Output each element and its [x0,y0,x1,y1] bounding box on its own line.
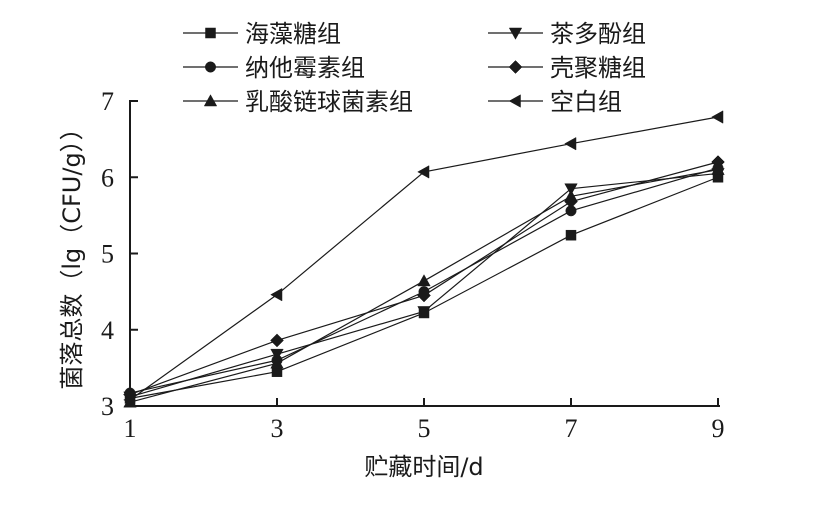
data-point [565,229,577,241]
data-point [711,110,724,124]
data-point [270,288,283,302]
legend-item: 纳他霉素组 [183,54,365,82]
legend-label: 乳酸链球菌素组 [245,88,413,116]
y-tick-label: 6 [101,163,114,192]
data-point [564,183,578,196]
legend-item: 茶多酚组 [488,20,646,48]
legend-label: 海藻糖组 [245,20,341,48]
plot-area [123,110,725,408]
legend-item: 壳聚糖组 [488,54,646,82]
data-point [417,306,431,319]
series-6 [123,110,724,407]
series-line [129,116,719,401]
axes [129,100,720,407]
data-point [417,288,431,303]
legend-label: 壳聚糖组 [550,54,646,82]
x-tick-label: 9 [712,414,725,443]
legend-item: 乳酸链球菌素组 [183,88,413,116]
y-tick-label: 4 [101,316,114,345]
data-point [564,189,578,202]
y-tick-label: 3 [101,392,114,421]
legend-marker [203,94,218,107]
data-point [417,274,431,287]
data-point [270,333,284,348]
legend-marker [508,60,523,74]
y-axis-title: 菌落总数（lg（CFU/g）） [58,116,86,389]
legend-label: 空白组 [550,88,622,116]
data-point [711,162,725,175]
x-tick-label: 7 [565,414,578,443]
legend-marker [205,61,216,73]
data-point [417,165,430,179]
x-tick-label: 3 [271,414,284,443]
y-tick-label: 7 [101,87,114,116]
y-tick-label: 5 [101,240,114,269]
legend-marker [508,27,523,40]
legend-label: 纳他霉素组 [245,54,365,82]
x-tick-label: 5 [418,414,431,443]
data-point [564,137,577,151]
data-point [270,356,284,369]
legend-item: 空白组 [488,88,622,116]
x-tick-label: 1 [124,414,137,443]
legend-marker [205,27,216,39]
series-5 [123,162,725,408]
legend-item: 海藻糖组 [183,20,341,48]
legend-marker [508,94,521,108]
x-axis-title: 贮藏时间/d [364,453,483,481]
legend-label: 茶多酚组 [550,20,646,48]
